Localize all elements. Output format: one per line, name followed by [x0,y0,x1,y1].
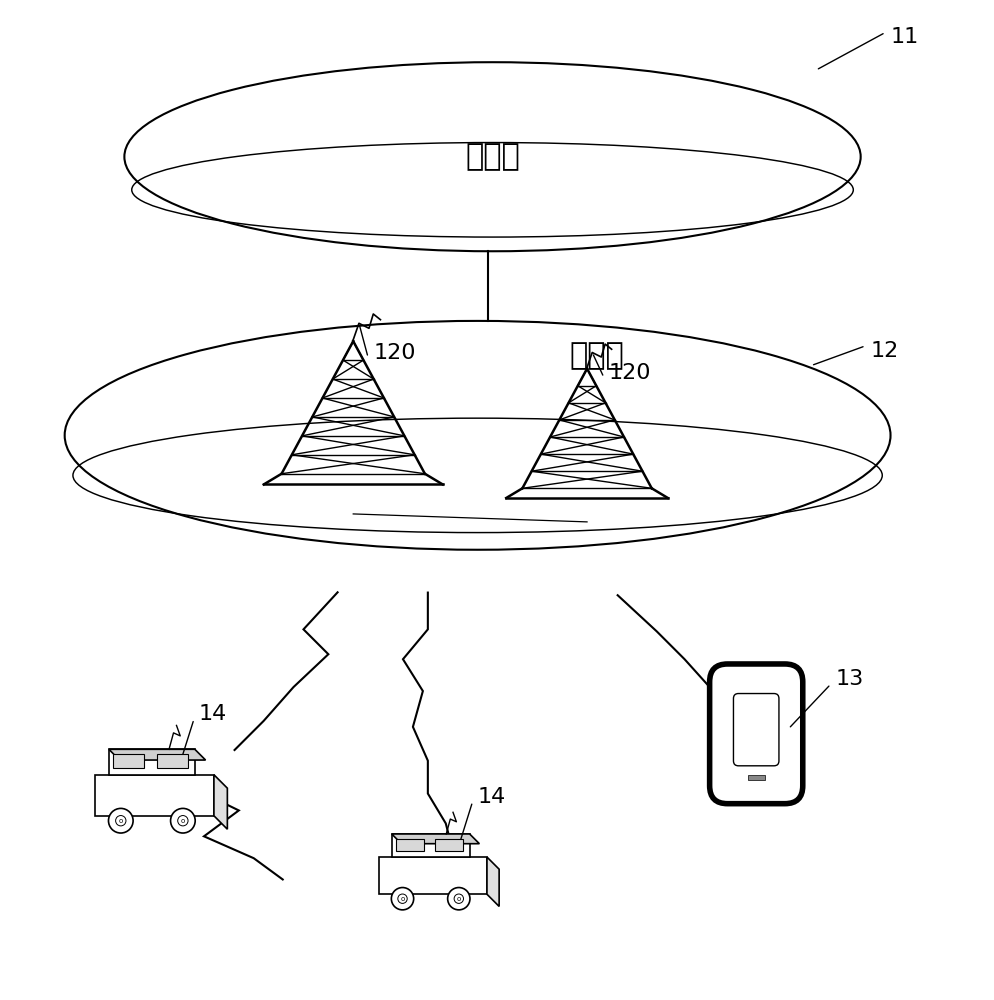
FancyBboxPatch shape [396,839,423,851]
FancyBboxPatch shape [157,754,188,768]
Text: 核心网: 核心网 [464,142,520,171]
FancyBboxPatch shape [709,664,802,804]
Text: o: o [400,896,405,902]
FancyBboxPatch shape [746,775,764,780]
Circle shape [115,816,126,826]
FancyBboxPatch shape [94,775,214,816]
FancyBboxPatch shape [435,839,463,851]
Text: 接入网: 接入网 [569,341,624,370]
FancyBboxPatch shape [733,694,778,766]
Text: o: o [181,818,185,824]
Text: o: o [456,896,460,902]
Text: 120: 120 [608,363,651,383]
FancyBboxPatch shape [379,857,486,894]
Text: 120: 120 [373,343,415,363]
FancyBboxPatch shape [108,749,195,775]
FancyBboxPatch shape [392,834,469,857]
Text: 13: 13 [835,669,863,689]
Text: o: o [118,818,123,824]
Circle shape [391,888,414,910]
Circle shape [108,808,133,833]
Text: 12: 12 [870,341,898,361]
Text: 14: 14 [477,787,505,807]
Polygon shape [108,749,206,760]
Polygon shape [392,834,479,844]
Circle shape [398,894,407,903]
Circle shape [178,816,188,826]
Polygon shape [486,857,499,906]
Text: 14: 14 [199,704,227,724]
Circle shape [170,808,195,833]
FancyBboxPatch shape [113,754,144,768]
Circle shape [447,888,469,910]
Text: 11: 11 [890,27,917,47]
Polygon shape [214,775,227,829]
Circle shape [453,894,463,903]
